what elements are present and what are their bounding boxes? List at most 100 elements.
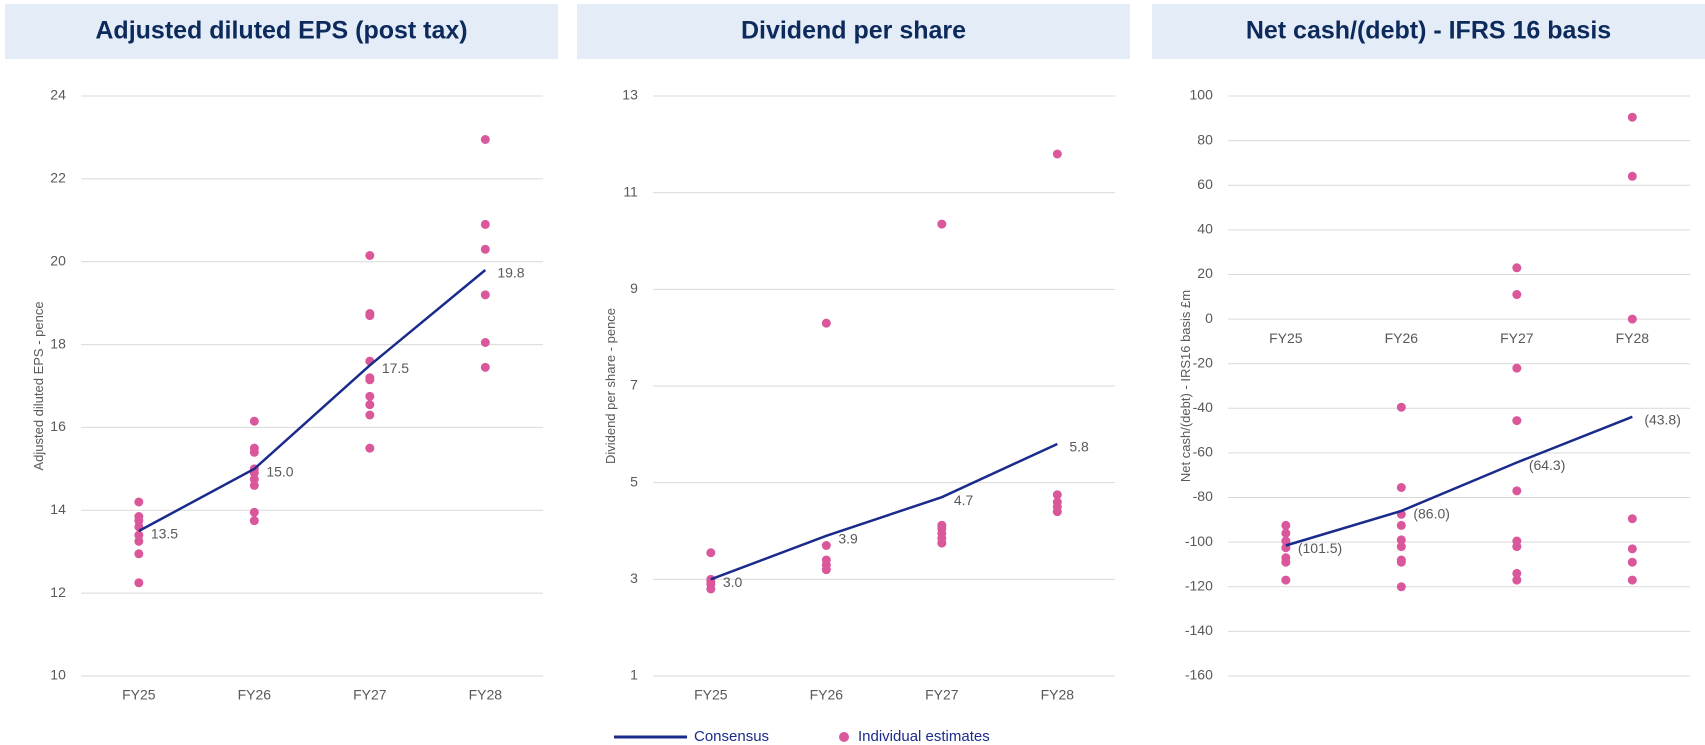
chart-title: Dividend per share	[741, 17, 966, 45]
y-tick-label: 1	[630, 667, 638, 683]
x-tick-label: FY27	[1500, 330, 1534, 346]
estimate-dot	[1052, 490, 1062, 500]
estimate-dot	[365, 443, 375, 453]
data-label: 15.0	[266, 464, 293, 480]
estimate-dot	[134, 530, 144, 540]
data-label: 13.5	[151, 526, 178, 542]
y-tick-label: -40	[1193, 399, 1213, 415]
data-label: 3.0	[723, 574, 743, 590]
estimate-dot	[1512, 542, 1522, 552]
estimate-dot	[249, 516, 259, 526]
estimate-dot	[134, 536, 144, 546]
estimate-dot	[821, 541, 831, 550]
data-label: 5.8	[1069, 439, 1089, 455]
y-tick-label: -140	[1185, 622, 1213, 638]
y-tick-label: 60	[1197, 176, 1213, 192]
legend-label: Individual estimates	[858, 728, 990, 745]
y-tick-label: 0	[1205, 310, 1213, 326]
estimate-dot	[480, 338, 490, 347]
estimate-dot	[1396, 402, 1406, 412]
y-tick-label: -120	[1185, 577, 1213, 593]
data-label: (64.3)	[1529, 457, 1566, 473]
estimate-dot	[365, 400, 375, 410]
x-tick-label: FY28	[1616, 330, 1650, 346]
x-tick-label: FY26	[810, 687, 844, 703]
legend-dot-swatch	[839, 732, 849, 742]
y-tick-label: 11	[623, 183, 638, 199]
y-tick-label: 16	[50, 418, 66, 434]
y-tick-label: 14	[50, 501, 66, 517]
estimate-dot	[821, 318, 831, 328]
y-tick-label: 80	[1197, 131, 1213, 147]
estimate-dot	[365, 311, 375, 321]
estimate-dot	[1396, 535, 1406, 545]
estimate-dot	[1627, 557, 1637, 567]
estimate-dot	[1281, 520, 1291, 530]
x-tick-label: FY28	[469, 687, 503, 703]
estimate-dot	[706, 584, 716, 594]
data-label: 4.7	[954, 492, 974, 508]
data-label: (86.0)	[1413, 506, 1450, 522]
estimate-dot	[1512, 363, 1522, 373]
estimate-dot	[1627, 544, 1637, 554]
estimate-dot	[1052, 507, 1062, 517]
x-tick-label: FY26	[238, 687, 272, 703]
title-band	[1152, 4, 1705, 59]
estimate-dot	[249, 474, 259, 484]
y-axis-title: Dividend per share - pence	[603, 308, 618, 464]
estimate-dot	[134, 549, 144, 559]
x-tick-label: FY27	[353, 687, 387, 703]
title-band	[577, 4, 1130, 59]
estimate-dot	[1281, 536, 1291, 546]
estimate-dot	[937, 219, 947, 229]
data-label: 3.9	[838, 531, 858, 547]
y-tick-label: 13	[622, 87, 638, 103]
estimate-dot	[249, 507, 259, 517]
estimate-dot	[365, 375, 375, 385]
y-tick-label: 10	[50, 667, 66, 683]
estimate-dot	[480, 362, 490, 372]
estimate-dot	[249, 480, 259, 490]
y-tick-label: 5	[630, 473, 638, 489]
y-tick-label: 20	[50, 252, 66, 268]
estimate-dot	[365, 251, 375, 260]
y-tick-label: 100	[1190, 87, 1214, 103]
estimate-dot	[1396, 542, 1406, 552]
data-label: (101.5)	[1298, 540, 1342, 556]
estimate-dot	[1512, 416, 1522, 426]
consensus-line	[138, 269, 487, 533]
y-axis-title: Adjusted diluted EPS - pence	[31, 301, 46, 470]
estimate-dot	[480, 219, 490, 229]
y-tick-label: -100	[1185, 533, 1213, 549]
estimate-dot	[821, 565, 831, 575]
estimate-dot	[1512, 486, 1522, 496]
estimate-dot	[937, 538, 947, 548]
x-tick-label: FY27	[925, 687, 959, 703]
estimate-dot	[480, 135, 490, 144]
estimate-dot	[249, 416, 259, 426]
estimate-dot	[1627, 112, 1637, 122]
legend-label: Consensus	[694, 728, 769, 745]
consensus-line	[710, 442, 1058, 581]
estimate-dot	[1512, 568, 1522, 578]
y-tick-label: -20	[1193, 354, 1213, 370]
chart-title: Net cash/(debt) - IFRS 16 basis	[1246, 17, 1611, 45]
y-tick-label: 40	[1197, 221, 1213, 237]
y-axis-title: Net cash/(debt) - IRS16 basis £m	[1178, 290, 1193, 482]
estimate-dot	[249, 447, 259, 457]
estimate-dot	[1627, 575, 1637, 585]
estimate-dot	[365, 410, 375, 420]
estimate-dot	[706, 548, 716, 558]
y-tick-label: 24	[50, 87, 66, 103]
estimate-dot	[1627, 314, 1637, 324]
estimate-dot	[1396, 520, 1406, 530]
y-tick-label: -60	[1193, 444, 1213, 460]
y-tick-label: -160	[1185, 667, 1213, 683]
data-label: 19.8	[497, 265, 524, 281]
estimate-dot	[134, 516, 144, 526]
estimate-dot	[1281, 557, 1291, 567]
estimate-dot	[1396, 582, 1406, 592]
y-tick-label: 18	[50, 335, 66, 351]
y-tick-label: 7	[630, 377, 638, 393]
